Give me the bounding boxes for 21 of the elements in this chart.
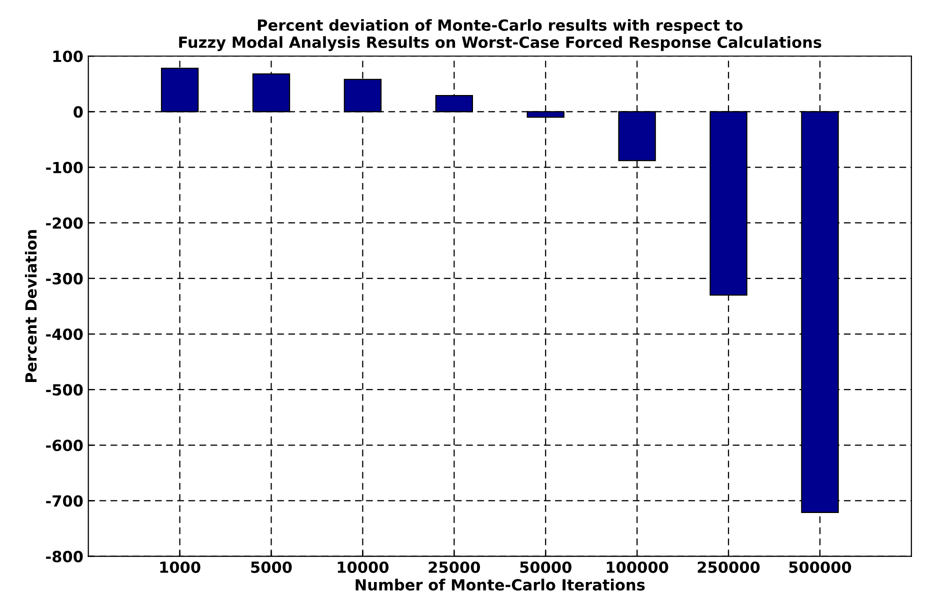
y-tick-label: -800 — [46, 550, 83, 562]
y-tick-label: 100 — [53, 50, 83, 62]
y-tick-label: -600 — [46, 440, 83, 452]
y-tick-label: -700 — [46, 495, 83, 507]
y-tick-label: -300 — [46, 272, 83, 284]
x-tick-label: 10000 — [338, 561, 389, 574]
x-tick-label: 250000 — [698, 561, 760, 574]
y-tick-label: -200 — [46, 217, 83, 229]
y-tick-label: -400 — [46, 328, 83, 340]
x-tick-label: 500000 — [789, 561, 852, 574]
x-tick-label: 25000 — [428, 561, 480, 574]
y-axis-title: Percent Deviation — [24, 230, 37, 382]
x-tick-label: 100000 — [606, 561, 668, 574]
x-tick-label: 5000 — [251, 561, 292, 574]
y-tick-label: 0 — [74, 106, 83, 118]
chart-title: Percent deviation of Monte-Carlo results with respect to Fuzzy Modal Analysis Results on Worst-Case Forced Response Calculations — [179, 19, 822, 52]
x-tick-label: 50000 — [520, 561, 572, 574]
y-tick-label: -500 — [46, 384, 83, 396]
x-axis-title: Number of Monte-Carlo Iterations — [356, 578, 645, 591]
y-tick-label: -100 — [46, 162, 83, 174]
x-tick-label: 1000 — [160, 561, 200, 574]
